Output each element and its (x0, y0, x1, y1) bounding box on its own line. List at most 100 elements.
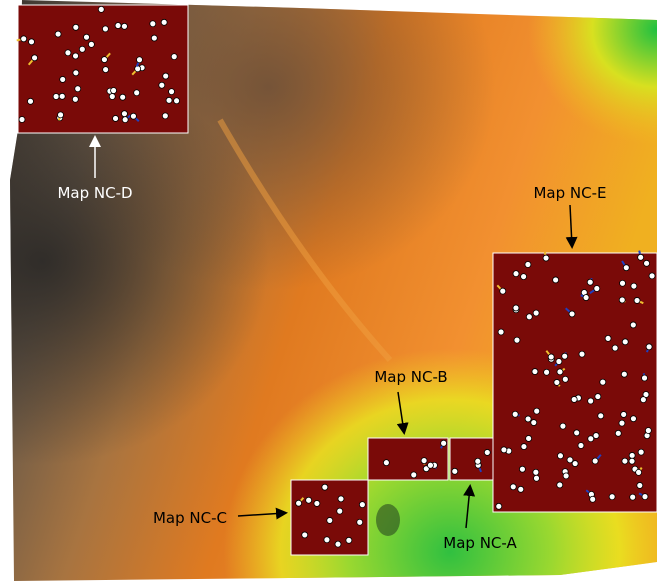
marker (637, 253, 645, 261)
marker (474, 457, 482, 465)
marker (112, 115, 119, 122)
marker (599, 378, 607, 386)
marker (645, 343, 653, 351)
marker (305, 496, 313, 504)
marker (440, 439, 448, 447)
marker (637, 448, 645, 456)
marker (59, 76, 67, 83)
marker (525, 313, 533, 321)
marker (500, 446, 508, 454)
marker (168, 88, 175, 96)
insets (16, 4, 657, 556)
marker (326, 517, 334, 524)
marker (72, 69, 80, 77)
marker (356, 518, 364, 526)
marker (648, 272, 656, 280)
marker (121, 22, 128, 30)
marker (611, 344, 619, 352)
marker (512, 270, 520, 278)
marker (530, 419, 538, 426)
marker (643, 259, 650, 267)
marker (531, 368, 539, 375)
marker (621, 457, 629, 465)
marker (622, 264, 630, 272)
marker (410, 471, 418, 479)
marker (97, 5, 105, 13)
marker (633, 297, 641, 304)
marker (173, 97, 180, 105)
inset-nc-e (492, 252, 657, 513)
marker (499, 287, 507, 295)
arrow (565, 204, 578, 249)
marker (71, 95, 79, 103)
marker (532, 309, 540, 317)
marker (323, 536, 331, 544)
marker (301, 531, 309, 539)
marker (74, 85, 82, 93)
label: Map NC-E (533, 184, 606, 202)
marker (620, 370, 628, 378)
marker (345, 536, 353, 544)
marker (533, 474, 540, 482)
marker (628, 457, 636, 465)
marker (511, 410, 519, 418)
marker (512, 304, 520, 312)
marker (334, 540, 342, 548)
marker (533, 407, 541, 415)
marker (31, 54, 38, 62)
marker (161, 112, 169, 120)
marker (641, 374, 648, 382)
marker (636, 482, 644, 489)
marker (594, 393, 602, 400)
marker (555, 358, 563, 365)
marker (121, 110, 128, 118)
marker (547, 353, 555, 361)
marker (427, 461, 434, 469)
marker (337, 495, 345, 503)
marker (130, 112, 137, 120)
marker (170, 53, 178, 61)
marker (570, 396, 578, 403)
marker (119, 93, 127, 101)
marker (561, 375, 569, 383)
marker (552, 276, 560, 284)
marker (358, 501, 366, 509)
marker (559, 422, 567, 430)
marker (562, 472, 570, 480)
marker (557, 452, 564, 460)
marker (160, 18, 168, 26)
marker (641, 493, 649, 501)
label: Map NC-B (374, 368, 447, 386)
marker (587, 435, 595, 443)
marker (639, 396, 647, 404)
marker (420, 457, 428, 464)
marker (72, 52, 79, 60)
marker (519, 465, 526, 473)
marker (577, 442, 585, 449)
marker (578, 350, 586, 358)
marker (586, 278, 594, 286)
marker (136, 56, 143, 64)
label: Map NC-A (443, 534, 517, 552)
marker (630, 282, 638, 290)
marker (608, 493, 616, 501)
marker (102, 66, 110, 73)
marker (520, 443, 528, 450)
marker (614, 429, 622, 437)
marker (57, 111, 64, 119)
inset-nc-b (367, 437, 449, 481)
marker (483, 449, 491, 456)
marker (72, 23, 80, 31)
marker (553, 379, 561, 386)
marker (78, 45, 86, 53)
marker (566, 456, 574, 464)
marker (517, 485, 525, 493)
marker (321, 483, 329, 491)
marker (102, 25, 109, 33)
marker (20, 35, 28, 43)
marker (587, 397, 595, 405)
marker (571, 460, 579, 467)
marker (336, 507, 344, 515)
marker (165, 96, 173, 104)
marker (620, 411, 628, 418)
